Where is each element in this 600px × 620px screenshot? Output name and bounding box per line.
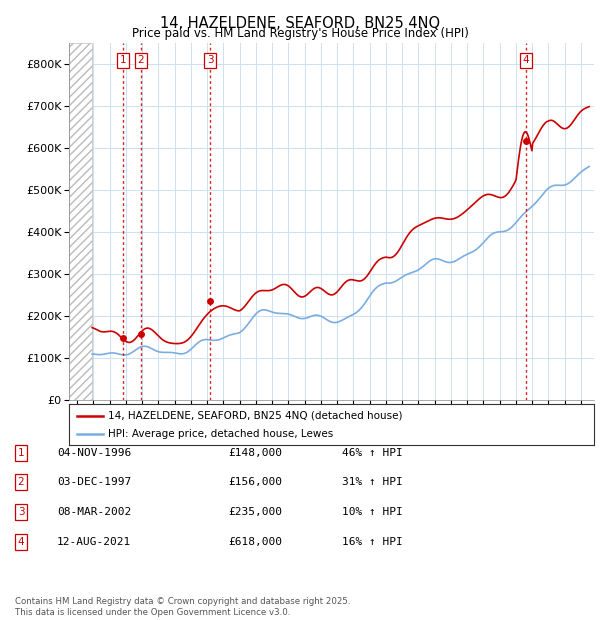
Text: 1: 1 bbox=[120, 55, 127, 65]
Text: 2: 2 bbox=[137, 55, 144, 65]
Text: 03-DEC-1997: 03-DEC-1997 bbox=[57, 477, 131, 487]
Text: 08-MAR-2002: 08-MAR-2002 bbox=[57, 507, 131, 517]
Text: Price paid vs. HM Land Registry's House Price Index (HPI): Price paid vs. HM Land Registry's House … bbox=[131, 27, 469, 40]
Text: £235,000: £235,000 bbox=[228, 507, 282, 517]
Text: 31% ↑ HPI: 31% ↑ HPI bbox=[342, 477, 403, 487]
Text: 3: 3 bbox=[17, 507, 25, 517]
Text: 4: 4 bbox=[523, 55, 529, 65]
Text: £618,000: £618,000 bbox=[228, 537, 282, 547]
Text: HPI: Average price, detached house, Lewes: HPI: Average price, detached house, Lewe… bbox=[109, 430, 334, 440]
Text: 4: 4 bbox=[17, 537, 25, 547]
Text: 3: 3 bbox=[207, 55, 214, 65]
Text: 46% ↑ HPI: 46% ↑ HPI bbox=[342, 448, 403, 458]
Text: £148,000: £148,000 bbox=[228, 448, 282, 458]
Bar bbox=[69, 43, 92, 400]
Text: 14, HAZELDENE, SEAFORD, BN25 4NQ (detached house): 14, HAZELDENE, SEAFORD, BN25 4NQ (detach… bbox=[109, 410, 403, 420]
Text: 2: 2 bbox=[17, 477, 25, 487]
Text: Contains HM Land Registry data © Crown copyright and database right 2025.
This d: Contains HM Land Registry data © Crown c… bbox=[15, 598, 350, 617]
Text: 14, HAZELDENE, SEAFORD, BN25 4NQ: 14, HAZELDENE, SEAFORD, BN25 4NQ bbox=[160, 16, 440, 30]
Text: 16% ↑ HPI: 16% ↑ HPI bbox=[342, 537, 403, 547]
Text: 12-AUG-2021: 12-AUG-2021 bbox=[57, 537, 131, 547]
Text: 10% ↑ HPI: 10% ↑ HPI bbox=[342, 507, 403, 517]
Text: £156,000: £156,000 bbox=[228, 477, 282, 487]
Text: 04-NOV-1996: 04-NOV-1996 bbox=[57, 448, 131, 458]
Text: 1: 1 bbox=[17, 448, 25, 458]
